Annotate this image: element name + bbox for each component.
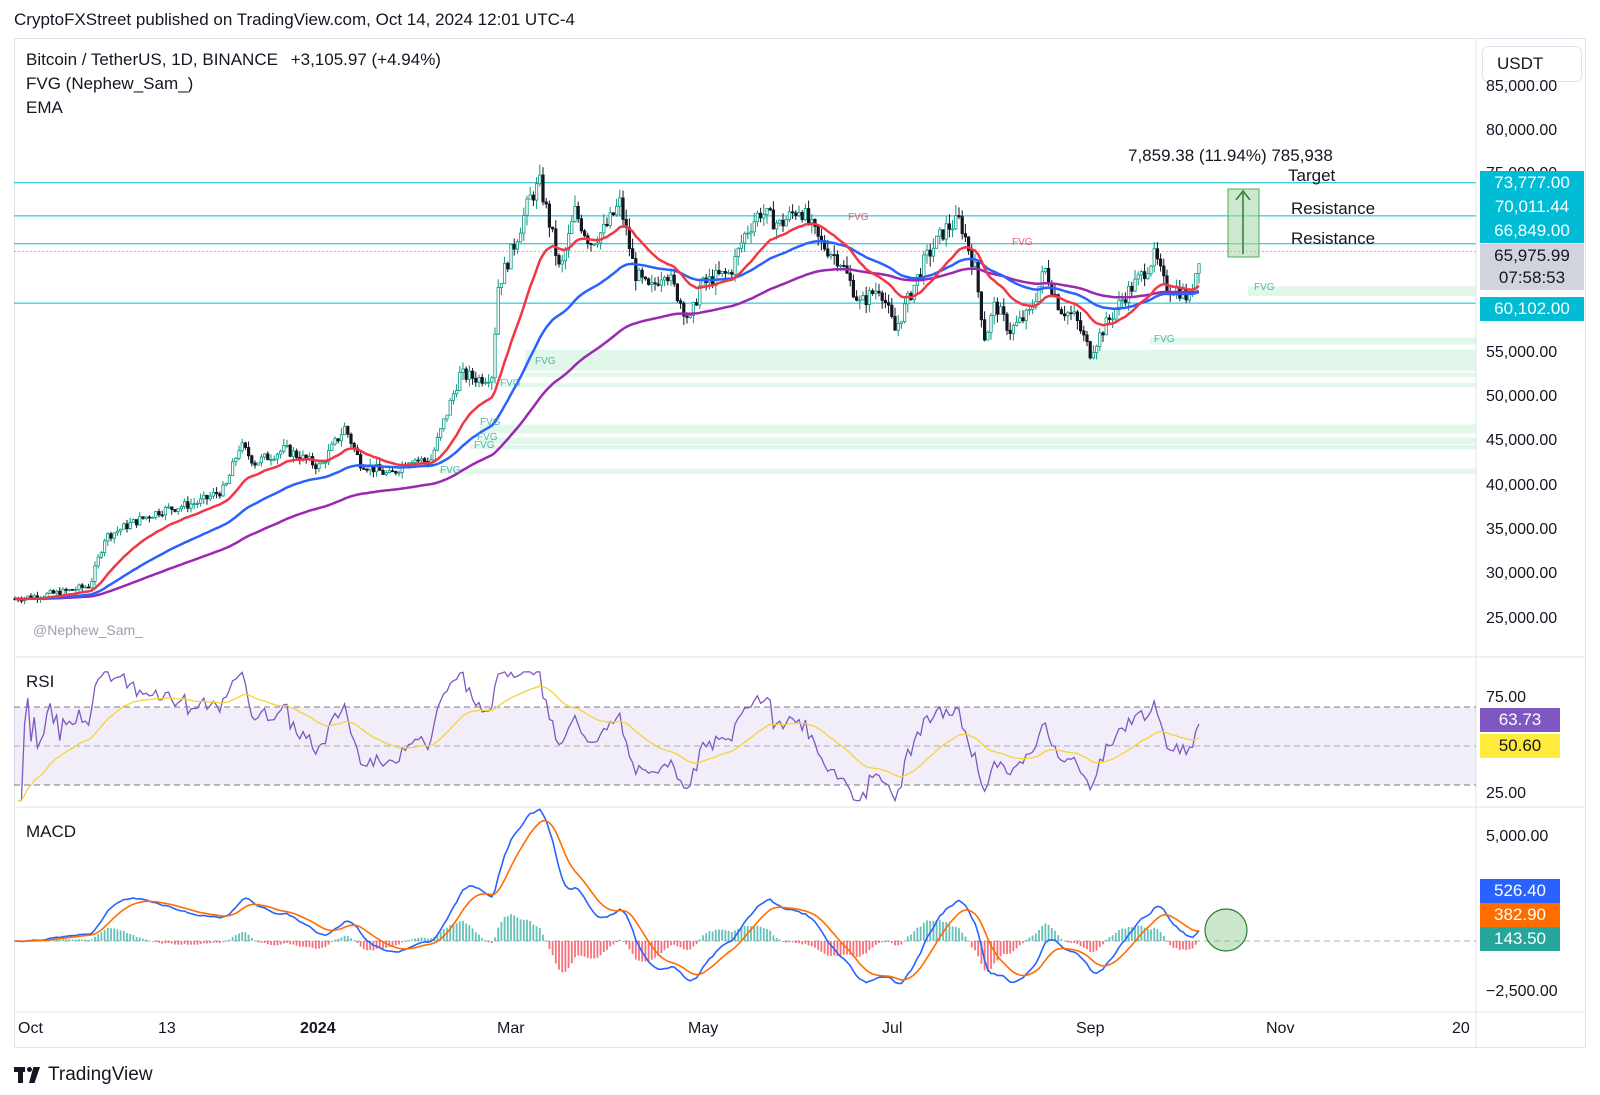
level-tag-target: 73,777.00 [1480, 171, 1584, 195]
macd-value-tag: 526.40 [1480, 879, 1560, 903]
fvg-label: FVG [1154, 334, 1175, 345]
tradingview-logo[interactable]: TradingView [14, 1064, 153, 1086]
chart-frame [14, 38, 1586, 1048]
time-axis-label: Nov [1266, 1020, 1295, 1037]
time-axis-label: Sep [1076, 1020, 1105, 1037]
level-tag-resistance-2: 66,849.00 [1480, 219, 1584, 243]
symbol-change: +3,105.97 (+4.94%) [290, 50, 441, 69]
time-axis-label: May [688, 1020, 719, 1037]
publisher-line: CryptoFXStreet published on TradingView.… [14, 10, 575, 29]
price-axis-label: 30,000.00 [1486, 565, 1558, 582]
symbol-name[interactable]: Bitcoin / TetherUS, 1D, BINANCE [26, 50, 278, 69]
rsi-axis-label: 25.00 [1486, 785, 1527, 802]
time-axis-label: Jul [882, 1020, 903, 1037]
price-axis-label: 40,000.00 [1486, 477, 1558, 494]
indicator-fvg-legend[interactable]: FVG (Nephew_Sam_) [26, 74, 194, 93]
time-axis-label: Oct [18, 1020, 43, 1037]
price-axis-label: 55,000.00 [1486, 344, 1558, 361]
fvg-label: FVG [500, 378, 521, 389]
rsi-ma-value-tag: 50.60 [1480, 734, 1560, 758]
price-axis-label: 35,000.00 [1486, 521, 1558, 538]
resistance-label-1: Resistance [1291, 199, 1376, 218]
fvg-label: FVG [474, 440, 495, 451]
measure-label: 7,859.38 (11.94%) 785,938 [1128, 146, 1333, 165]
indicator-ema-legend[interactable]: EMA [26, 98, 63, 117]
level-tag-support: 60,102.00 [1480, 297, 1584, 321]
fvg-label: FVG [477, 432, 498, 443]
time-axis-label: Mar [497, 1020, 525, 1037]
fvg-label: FVG [440, 465, 461, 476]
rsi-title[interactable]: RSI [26, 672, 55, 691]
macd-signal-value-tag: 382.90 [1480, 903, 1560, 927]
fvg-label: FVG [535, 356, 556, 367]
fvg-label: FVG [848, 212, 869, 223]
currency-button[interactable]: USDT [1482, 46, 1582, 82]
indicator-watermark: @Nephew_Sam_ [33, 622, 143, 638]
level-tag-resistance-1: 70,011.44 [1480, 195, 1584, 219]
fvg-label: FVG [480, 417, 501, 428]
tradingview-logo-icon [14, 1067, 42, 1083]
fvg-label: FVG [1012, 237, 1033, 248]
target-label: Target [1288, 166, 1336, 185]
price-axis-label: 25,000.00 [1486, 610, 1558, 627]
price-axis-label: 50,000.00 [1486, 388, 1558, 405]
rsi-axis-label: 75.00 [1486, 689, 1527, 706]
macd-hist-value-tag: 143.50 [1480, 927, 1560, 951]
macd-axis-label: 5,000.00 [1486, 828, 1549, 845]
price-axis-label: 80,000.00 [1486, 122, 1558, 139]
rsi-value-tag: 63.73 [1480, 708, 1560, 732]
brand-name: TradingView [48, 1064, 153, 1085]
fvg-label: FVG [1254, 282, 1275, 293]
macd-axis-label: −2,500.00 [1486, 983, 1558, 1000]
price-axis-label: 85,000.00 [1486, 78, 1558, 95]
time-axis-label: 20 [1452, 1020, 1470, 1037]
bar-countdown-tag: 07:58:53 [1480, 266, 1584, 290]
price-axis-label: 45,000.00 [1486, 432, 1558, 449]
time-axis-label: 13 [158, 1020, 176, 1037]
time-axis-label: 2024 [300, 1020, 336, 1037]
resistance-label-2: Resistance [1291, 229, 1376, 248]
last-price-tag: 65,975.99 [1480, 244, 1584, 268]
symbol-legend[interactable]: Bitcoin / TetherUS, 1D, BINANCE +3,105.9… [26, 50, 441, 70]
macd-title[interactable]: MACD [26, 822, 77, 841]
